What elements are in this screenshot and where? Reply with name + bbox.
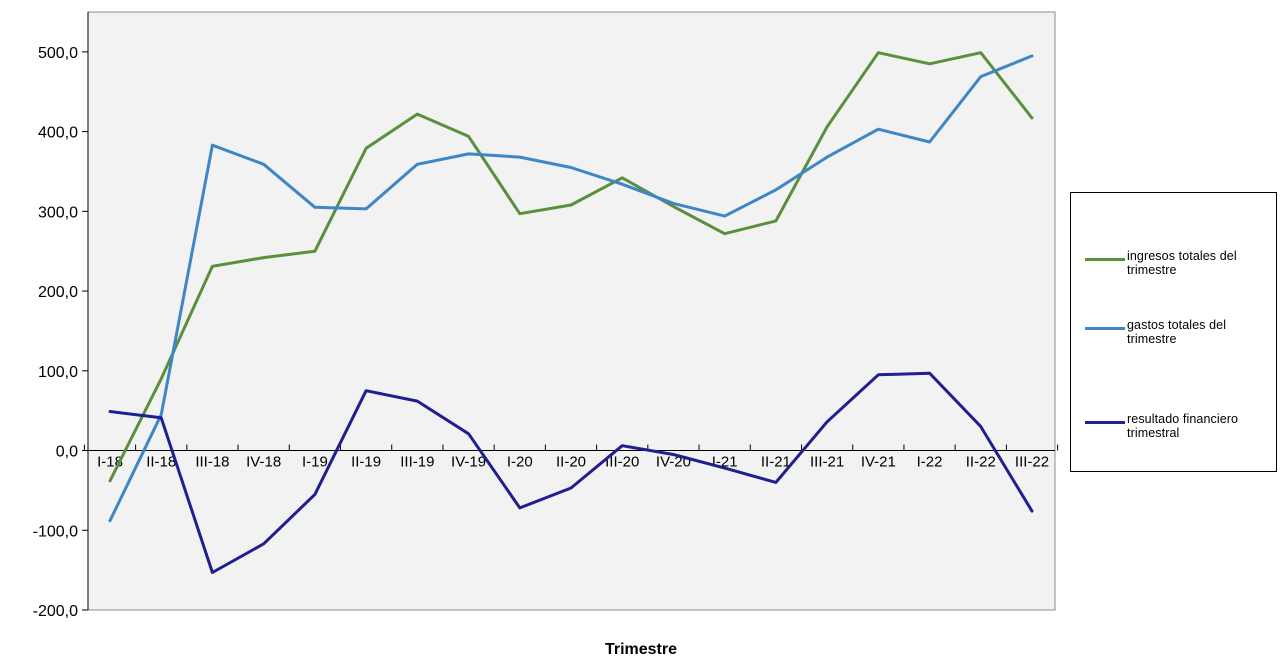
data-point	[979, 425, 982, 428]
x-axis-title: Trimestre	[604, 641, 678, 658]
data-point	[262, 542, 265, 546]
data-point	[364, 147, 368, 150]
y-tick-label: 300,0	[38, 204, 78, 221]
data-point	[723, 214, 726, 218]
data-point	[723, 232, 726, 235]
data-point	[364, 207, 368, 211]
data-point	[723, 466, 726, 470]
data-point	[364, 389, 368, 392]
data-point	[877, 51, 880, 54]
legend: ingresos totales del trimestre gastos to…	[1070, 192, 1277, 472]
x-tick-label: III-18	[195, 454, 229, 471]
legend-label-ingresos-line2: trimestre	[1127, 263, 1177, 277]
data-point	[1030, 509, 1034, 513]
data-point	[108, 479, 112, 483]
data-point	[160, 416, 163, 420]
legend-label-resultado-line1: resultado financiero	[1127, 412, 1239, 426]
data-point	[672, 453, 675, 456]
legend-swatch-ingresos	[1085, 258, 1125, 261]
data-point	[416, 163, 419, 166]
x-tick-label: I-19	[302, 454, 328, 471]
legend-swatch-gastos	[1085, 327, 1125, 330]
data-point	[160, 377, 163, 380]
y-tick-label: 100,0	[38, 364, 78, 381]
x-tick-label: II-19	[351, 454, 381, 471]
y-tick-label: 400,0	[38, 125, 78, 142]
x-axis: I-18 II-18 III-18 IV-18 I-19 II-19 III-19 IV-19…	[83, 444, 1059, 471]
data-point	[518, 506, 521, 510]
data-point	[160, 413, 163, 416]
plot-area	[87, 11, 1056, 611]
data-point	[928, 140, 931, 144]
data-point	[928, 62, 931, 66]
data-point	[774, 219, 778, 223]
legend-label-gastos-line1: gastos totales del	[1127, 318, 1227, 332]
x-tick-label: II-20	[556, 454, 586, 471]
data-point	[621, 444, 624, 447]
data-point	[108, 519, 112, 522]
y-tick-label: -100,0	[33, 523, 78, 540]
data-point	[877, 373, 880, 376]
data-point	[621, 183, 624, 186]
data-point	[313, 250, 317, 253]
x-tick-label: II-21	[761, 454, 791, 471]
data-point	[1030, 54, 1034, 58]
data-point	[672, 202, 675, 205]
x-tick-label: IV-18	[246, 454, 281, 471]
data-point	[211, 143, 214, 147]
data-point	[825, 125, 829, 129]
data-point	[979, 75, 982, 78]
x-tick-label: IV-20	[656, 454, 691, 471]
data-point	[774, 188, 778, 192]
y-tick-label: 0,0	[56, 444, 78, 461]
data-point	[672, 205, 675, 208]
x-tick-label: IV-21	[861, 454, 896, 471]
data-point	[518, 155, 521, 159]
legend-label-gastos-line2: trimestre	[1127, 332, 1177, 346]
data-point	[467, 432, 470, 435]
data-point	[467, 135, 470, 138]
x-tick-label: II-18	[146, 454, 176, 471]
x-tick-label: III-20	[605, 454, 639, 471]
x-tick-label: I-20	[507, 454, 533, 471]
data-point	[825, 420, 829, 424]
data-point	[621, 176, 624, 180]
x-tick-label: IV-19	[451, 454, 486, 471]
data-point	[313, 493, 317, 496]
y-tick-label: 200,0	[38, 284, 78, 301]
data-point	[569, 486, 573, 490]
data-point	[825, 155, 829, 159]
x-tick-label: III-22	[1015, 454, 1049, 471]
data-point	[569, 203, 573, 207]
data-point	[979, 51, 982, 54]
legend-label-ingresos-line1: ingresos totales del	[1127, 249, 1237, 263]
series-lines	[108, 51, 1034, 574]
x-tick-label: II-22	[966, 454, 996, 471]
data-point	[313, 206, 317, 209]
x-tick-label: I-22	[917, 454, 943, 471]
data-point	[569, 166, 573, 169]
data-point	[467, 152, 470, 156]
data-point	[416, 112, 419, 116]
y-axis: -200,0 -100,0 0,0 100,0 200,0 300,0 400,0 500,0	[33, 12, 89, 620]
data-point	[262, 256, 265, 259]
data-point	[928, 371, 931, 375]
data-point	[262, 163, 265, 166]
data-point	[774, 481, 778, 484]
data-point	[211, 265, 214, 268]
data-point	[877, 128, 880, 131]
y-tick-label: -200,0	[33, 603, 78, 620]
y-tick-label: 500,0	[38, 45, 78, 62]
data-point	[211, 571, 214, 574]
x-tick-label: III-19	[400, 454, 434, 471]
data-point	[108, 410, 112, 413]
x-tick-label: III-21	[810, 454, 844, 471]
data-point	[518, 212, 521, 215]
data-point	[416, 399, 419, 403]
legend-swatch-resultado	[1085, 421, 1125, 424]
legend-label-resultado-line2: trimestral	[1127, 426, 1180, 440]
data-point	[1030, 116, 1034, 120]
